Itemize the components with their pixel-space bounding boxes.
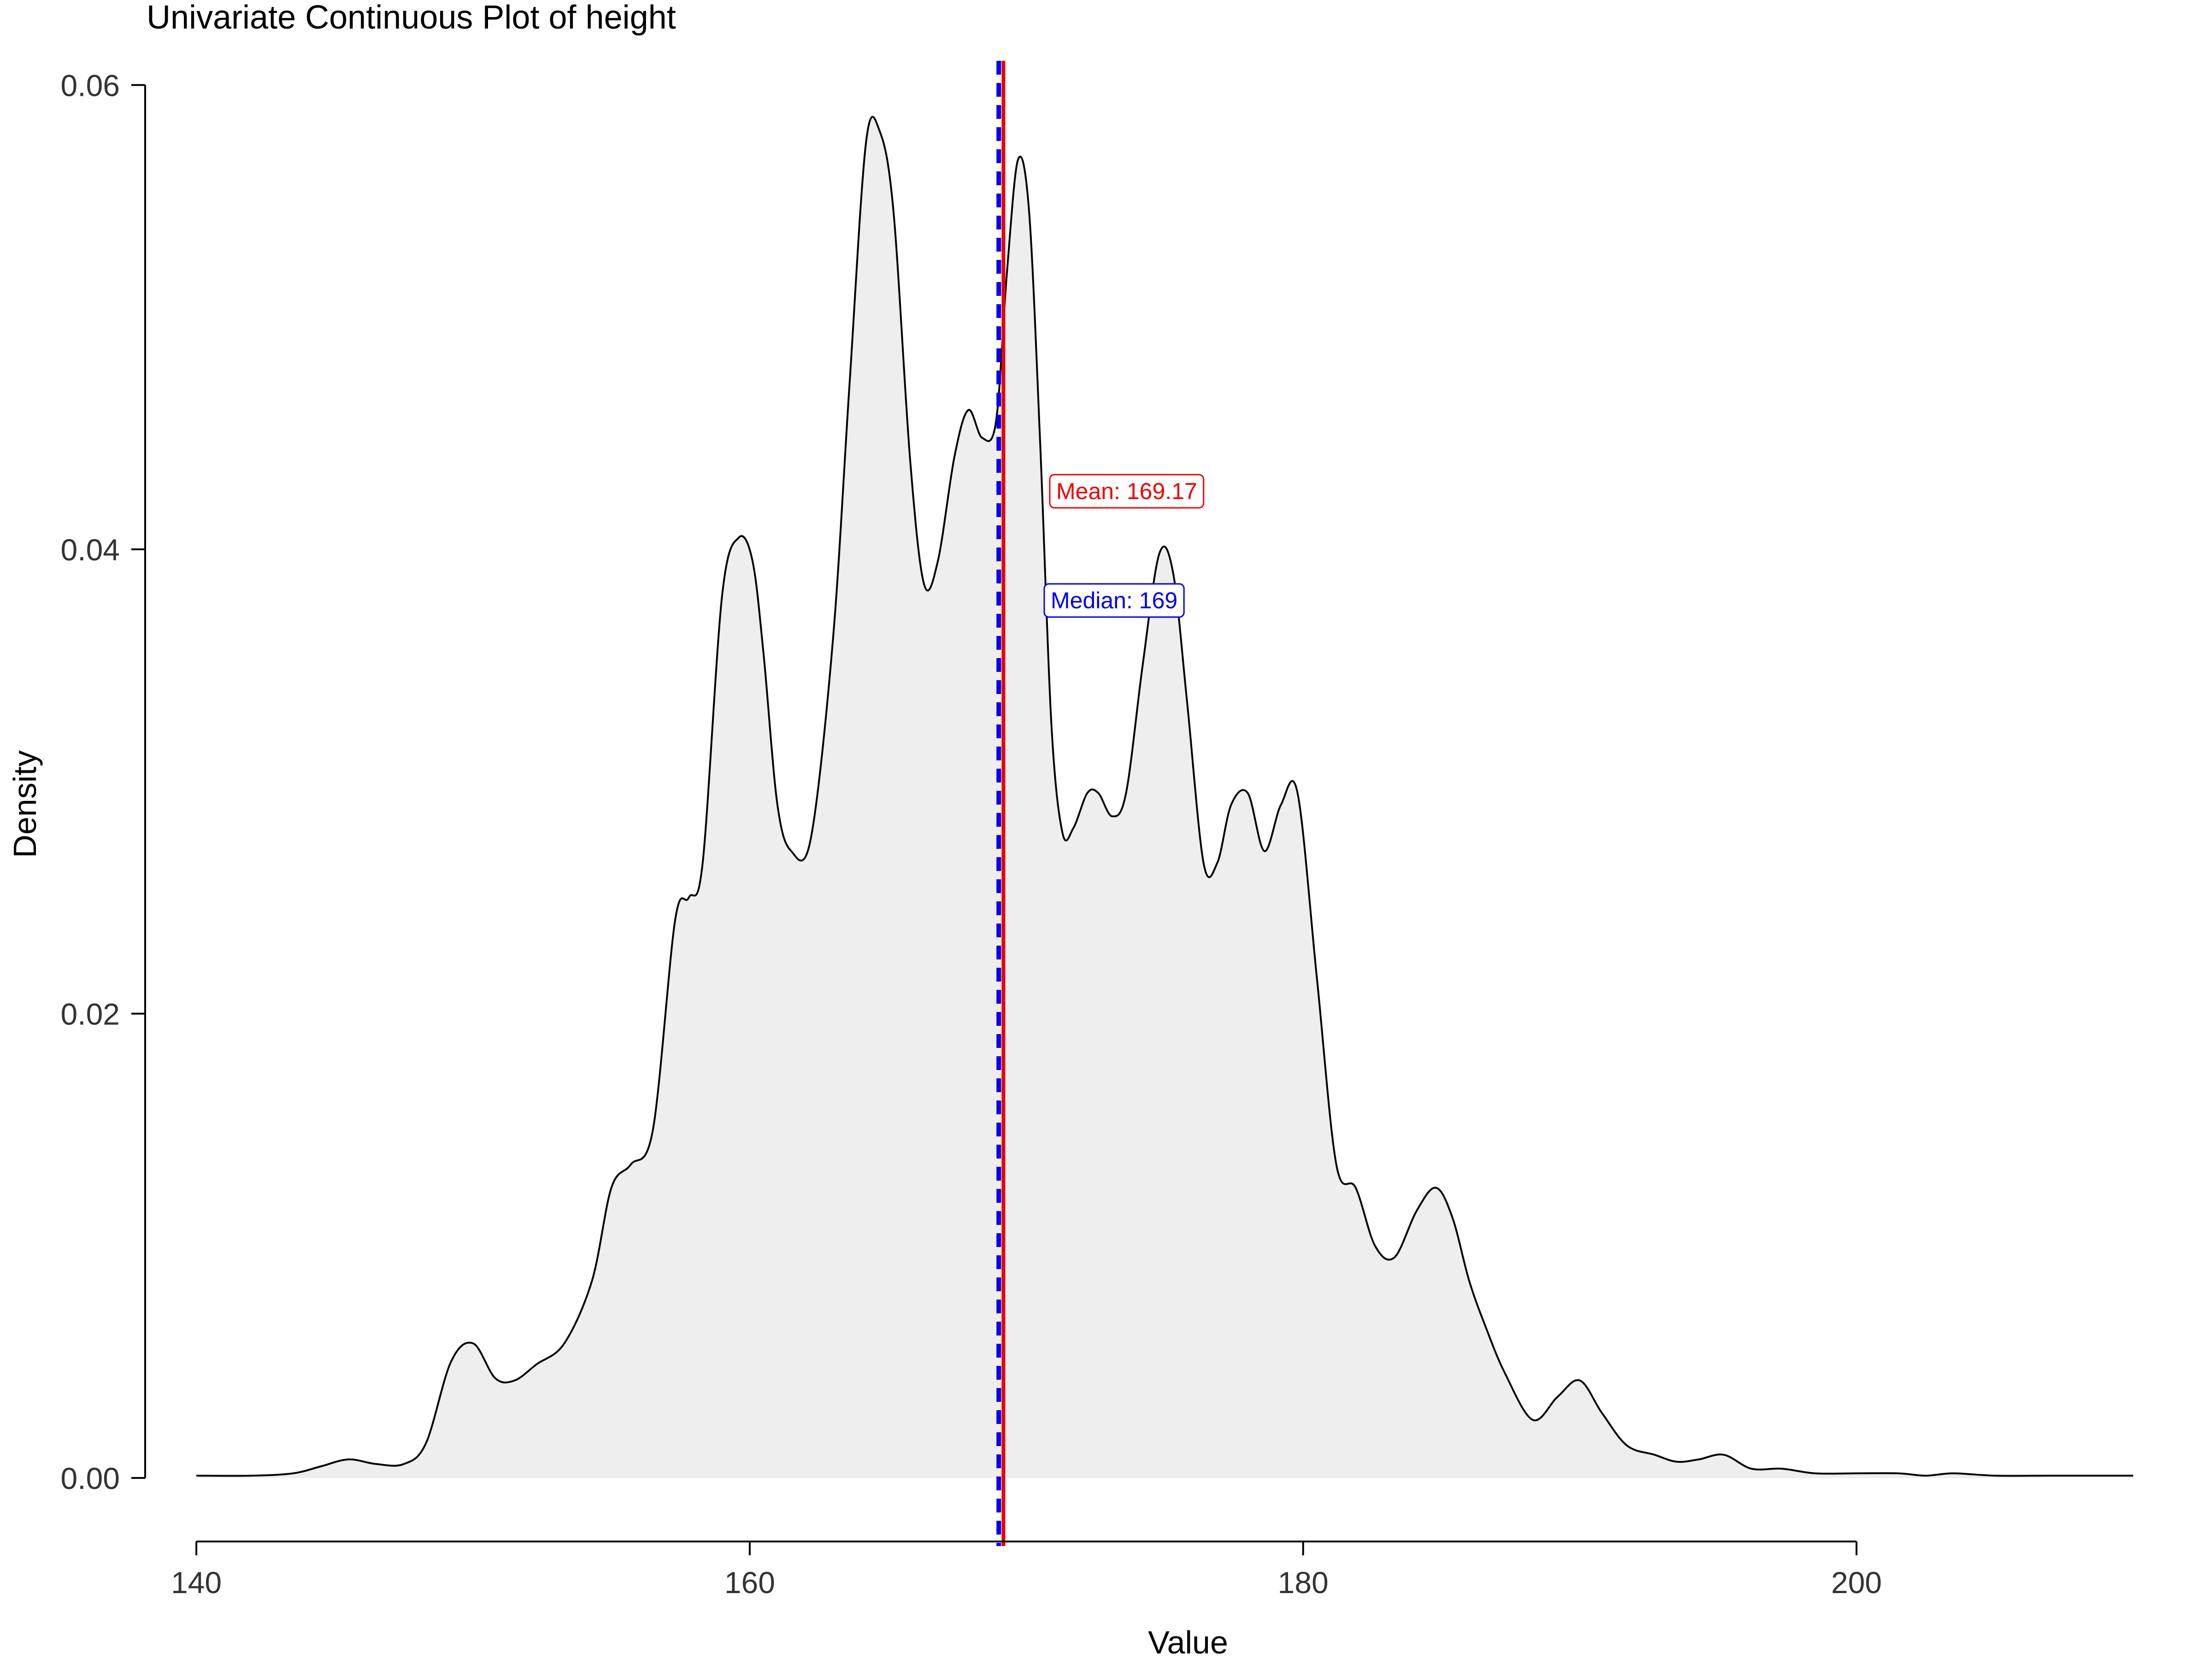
y-tick-label: 0.06 bbox=[61, 68, 120, 102]
y-tick-label: 0.00 bbox=[61, 1461, 120, 1495]
x-axis-label: Value bbox=[1148, 1624, 1228, 1659]
x-axis: 140 160 180 200 bbox=[171, 1541, 1882, 1600]
median-label-box bbox=[1043, 583, 1185, 618]
annotation-mean: Mean: 169.17 bbox=[1049, 474, 1205, 509]
x-tick-label: 200 bbox=[1831, 1565, 1882, 1600]
x-tick-label: 180 bbox=[1278, 1565, 1329, 1600]
y-tick-label: 0.02 bbox=[61, 997, 120, 1031]
median-label: Median: 169 bbox=[1051, 588, 1177, 613]
x-tick-label: 140 bbox=[171, 1565, 222, 1600]
y-axis-label: Density bbox=[7, 750, 43, 858]
plot-area bbox=[196, 61, 2133, 1546]
chart-title: Univariate Continuous Plot of height bbox=[147, 0, 676, 36]
density-curve bbox=[196, 116, 2133, 1477]
mean-label: Mean: 169.17 bbox=[1056, 478, 1197, 504]
x-tick-label: 160 bbox=[724, 1565, 775, 1600]
mean-label-box bbox=[1049, 474, 1205, 509]
annotation-median: Median: 169 bbox=[1043, 583, 1185, 618]
y-tick-label: 0.04 bbox=[61, 533, 120, 567]
y-axis: 0.00 0.02 0.04 0.06 bbox=[61, 68, 146, 1495]
density-area bbox=[196, 117, 2133, 1478]
